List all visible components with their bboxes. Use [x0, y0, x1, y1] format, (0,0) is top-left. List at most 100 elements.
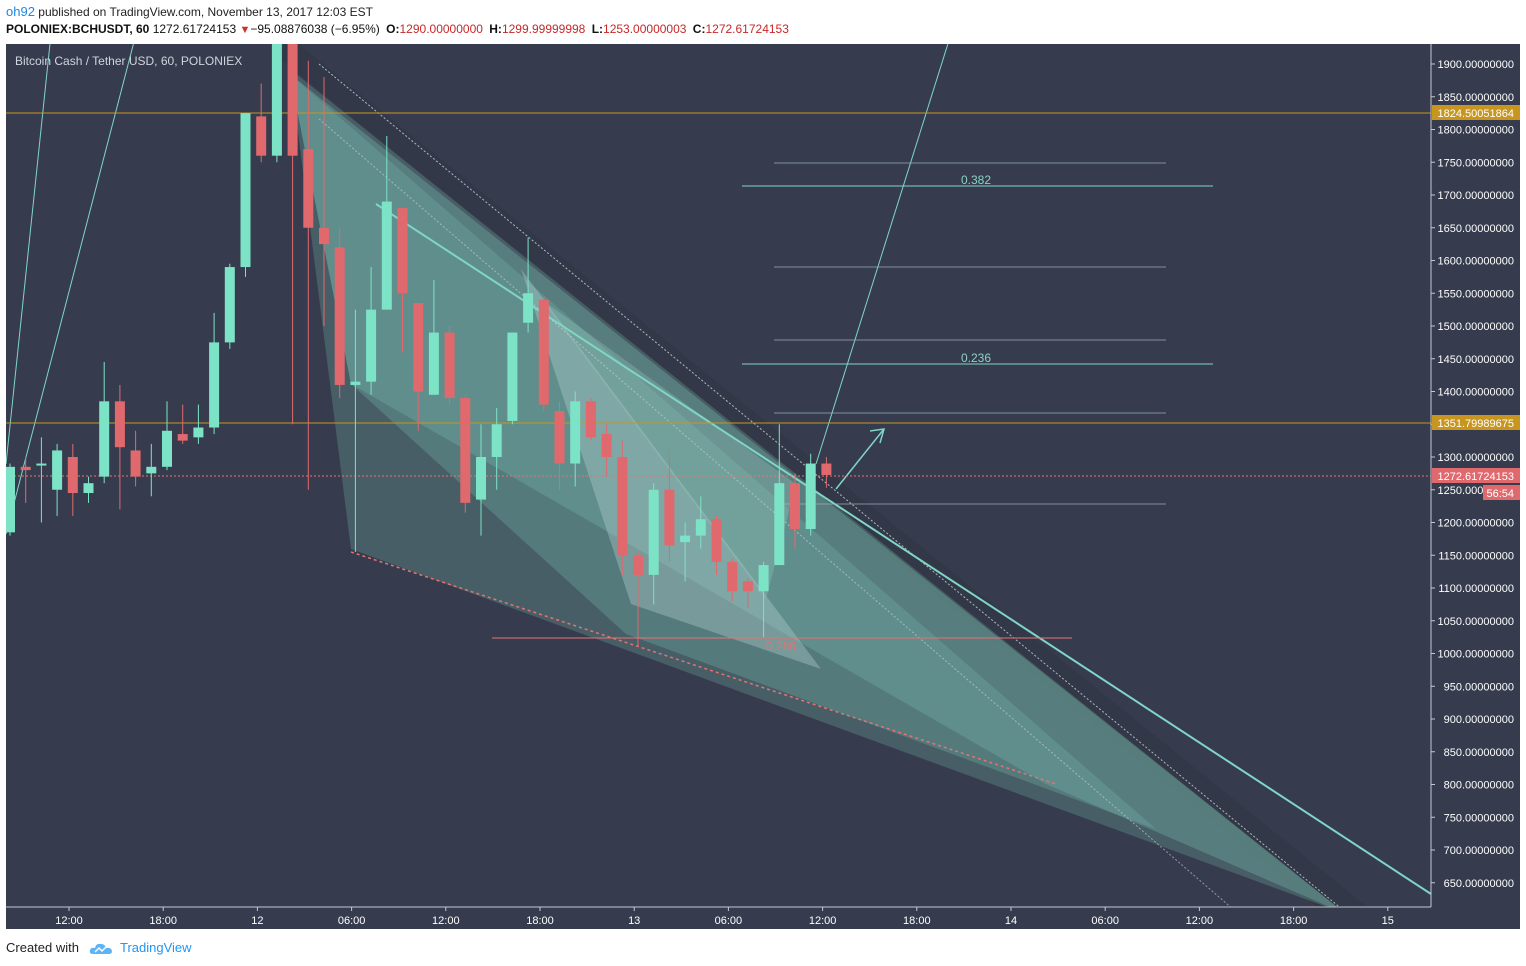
open-value: 1290.00000000 — [399, 22, 483, 36]
created-with: Created with TradingView — [6, 940, 192, 956]
candle-down — [727, 561, 738, 592]
y-tick-label: 1200.00000000 — [1438, 518, 1514, 530]
countdown-tag: 56:54 — [1483, 485, 1520, 500]
candle-up — [99, 401, 110, 477]
x-tick-label: 18:00 — [903, 915, 931, 927]
candle-down — [460, 398, 471, 503]
low-label: L: — [591, 22, 604, 36]
y-tick-label: 750.00000000 — [1444, 812, 1514, 824]
time-axis: 12:00 18:00 12 06:00 12:00 18:00 13 06:00 12:00 1… — [6, 906, 1520, 929]
y-tick-label: 1100.00000000 — [1438, 583, 1514, 595]
low-value: 1253.00000003 — [603, 22, 687, 36]
descending-trendline — [375, 203, 1432, 895]
candle-down — [538, 299, 549, 405]
projection-line — [815, 44, 949, 465]
candle-down — [256, 116, 267, 156]
close-label: C: — [692, 22, 706, 36]
close-value: 1272.61724153 — [705, 22, 789, 36]
candle-up — [523, 293, 534, 323]
fib-label: 0.786 — [766, 639, 796, 653]
candle-up — [240, 113, 251, 268]
tradingview-cloud-icon — [89, 943, 112, 954]
candle-down — [742, 581, 753, 592]
x-tick-label: 18:00 — [1280, 915, 1308, 927]
candle-up — [366, 309, 377, 382]
x-tick-label: 12:00 — [55, 915, 83, 927]
header-bar: oh92 published on TradingView.com, Novem… — [0, 0, 1526, 44]
fib-label: 0.236 — [961, 351, 991, 365]
author-link[interactable]: oh92 — [6, 4, 35, 19]
price-tag-label: 1351.79989675 — [1438, 418, 1514, 430]
wedge-upper — [290, 74, 1156, 829]
candle-up — [648, 489, 659, 575]
x-tick-label: 12:00 — [809, 915, 837, 927]
x-tick-label: 14 — [1005, 915, 1017, 927]
price-change: −95.08876038 (−6.95%) — [250, 22, 380, 36]
y-tick-label: 950.00000000 — [1444, 681, 1514, 693]
y-tick-label: 1450.00000000 — [1438, 354, 1514, 366]
candle-up — [36, 463, 47, 466]
time-axis-bg — [6, 907, 1520, 929]
countdown-label: 56:54 — [1486, 488, 1514, 500]
candle-down — [585, 401, 596, 438]
chart-area[interactable]: 0.382 0.236 0.786 Bitcoin Cash / Tether USD… — [6, 44, 1520, 929]
candle-up — [507, 332, 518, 421]
candle-up — [774, 483, 785, 566]
candle-down — [20, 466, 31, 471]
y-tick-label: 1000.00000000 — [1438, 649, 1514, 661]
y-tick-label: 1900.00000000 — [1438, 59, 1514, 71]
candle-up — [476, 457, 486, 500]
y-tick-label: 1800.00000000 — [1438, 125, 1514, 137]
candle-up — [209, 342, 220, 428]
candle-down — [601, 434, 612, 457]
level-tag-1824: 1824.50051864 — [1432, 105, 1520, 120]
y-tick-label: 1750.00000000 — [1438, 157, 1514, 169]
candle-up — [224, 267, 235, 343]
created-label: Created with — [6, 940, 79, 955]
x-tick-label: 12:00 — [432, 915, 460, 927]
x-tick-label: 06:00 — [338, 915, 366, 927]
candle-up — [193, 427, 204, 438]
price-tag-bg — [1432, 105, 1520, 120]
candle-up — [695, 519, 706, 536]
candle-down — [177, 434, 188, 441]
candle-up — [146, 466, 157, 474]
brand-link[interactable]: TradingView — [120, 940, 192, 955]
symbol-label: POLONIEX:BCHUSDT, 60 — [6, 22, 150, 36]
candle-up — [758, 565, 769, 592]
x-tick-label: 15 — [1382, 915, 1394, 927]
high-label: H: — [489, 22, 502, 36]
candles — [6, 44, 832, 647]
y-tick-label: 700.00000000 — [1444, 845, 1514, 857]
price-tag-bg — [1432, 415, 1520, 430]
y-tick-label: 1400.00000000 — [1438, 387, 1514, 399]
open-label: O: — [386, 22, 400, 36]
candle-up — [52, 450, 63, 490]
down-arrow-icon: ▼ — [239, 24, 251, 36]
pattern-drawings — [6, 44, 1432, 929]
candle-down — [397, 208, 408, 294]
x-tick-label: 18:00 — [526, 915, 554, 927]
publish-info: oh92 published on TradingView.com, Novem… — [6, 4, 373, 19]
y-tick-label: 1300.00000000 — [1438, 452, 1514, 464]
chart-title: Bitcoin Cash / Tether USD, 60, POLONIEX — [15, 54, 242, 68]
candle-down — [287, 44, 298, 156]
y-tick-label: 1500.00000000 — [1438, 321, 1514, 333]
candle-down — [821, 463, 832, 475]
y-tick-label: 1700.00000000 — [1438, 190, 1514, 202]
x-tick-label: 06:00 — [715, 915, 743, 927]
x-tick-label: 13 — [628, 915, 640, 927]
y-tick-label: 1150.00000000 — [1438, 550, 1514, 562]
candle-down — [664, 489, 675, 546]
y-tick-label: 1050.00000000 — [1438, 616, 1514, 628]
dotted-trendline-inner — [318, 118, 1257, 929]
price-chart[interactable]: 0.382 0.236 0.786 Bitcoin Cash / Tether USD… — [6, 44, 1520, 929]
candle-up — [271, 44, 282, 156]
candle-up — [162, 430, 172, 467]
candle-up — [350, 381, 361, 385]
candle-down — [444, 332, 455, 399]
current-price-tag: 1272.61724153 — [1432, 468, 1520, 483]
fib-label: 0.382 — [961, 173, 991, 187]
high-value: 1299.99999998 — [501, 22, 586, 36]
x-tick-label: 18:00 — [149, 915, 177, 927]
